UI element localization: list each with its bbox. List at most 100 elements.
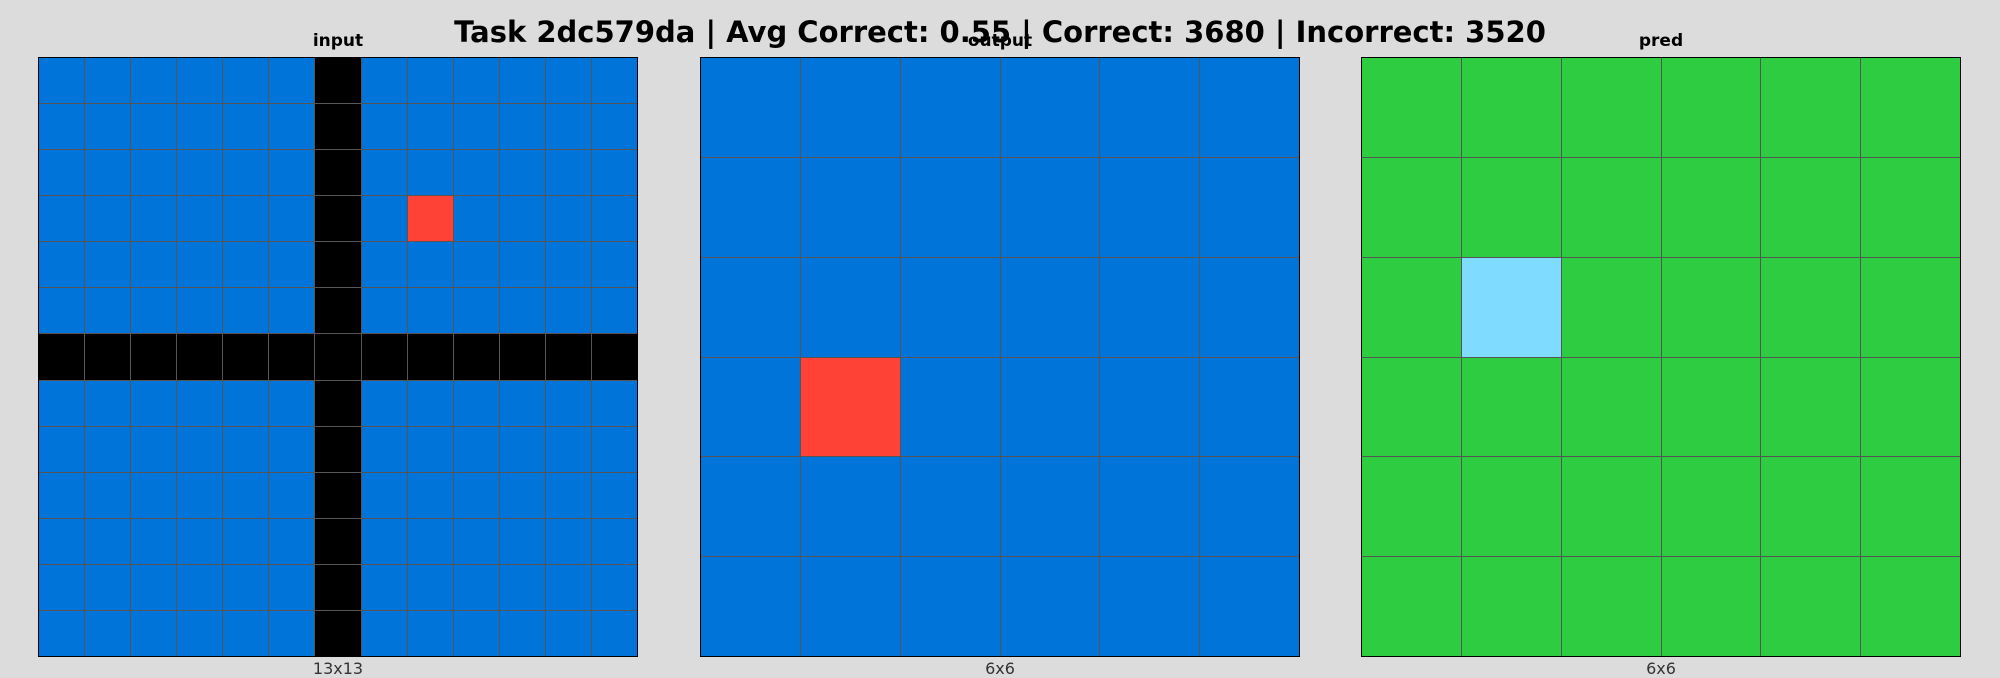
grid-cell <box>407 104 453 150</box>
grid-cell <box>39 242 85 288</box>
grid-cell <box>499 150 545 196</box>
grid-cell <box>177 334 223 380</box>
grid-cell <box>545 196 591 242</box>
grid-cell <box>177 196 223 242</box>
grid-cell <box>1200 58 1299 157</box>
grid-cell <box>177 58 223 104</box>
grid-cell <box>361 610 407 656</box>
grid-cell <box>223 150 269 196</box>
grid-cell <box>39 104 85 150</box>
grid-cell <box>223 196 269 242</box>
grid-cell <box>453 518 499 564</box>
grid-cell <box>545 288 591 334</box>
grid-cell <box>545 150 591 196</box>
grid-cell <box>177 472 223 518</box>
grid-cell <box>223 334 269 380</box>
grid-cell <box>315 518 361 564</box>
grid-cell <box>591 610 637 656</box>
grid-cell <box>545 104 591 150</box>
grid-cell <box>177 610 223 656</box>
grid-cell <box>223 472 269 518</box>
grid-cell <box>591 380 637 426</box>
grid-cell <box>39 380 85 426</box>
grid-cell <box>85 380 131 426</box>
grid-cell <box>223 58 269 104</box>
grid-cell <box>1561 457 1661 557</box>
grid-cell <box>1861 157 1960 257</box>
grid-cell <box>1000 357 1100 457</box>
grid-cell <box>315 288 361 334</box>
grid-cell <box>269 242 315 288</box>
grid-cell <box>591 334 637 380</box>
grid-cell <box>315 472 361 518</box>
grid-cell <box>545 610 591 656</box>
grid-cell <box>1661 58 1761 157</box>
grid-cell <box>545 58 591 104</box>
grid-cell <box>545 380 591 426</box>
grid-cell <box>39 564 85 610</box>
grid-cell <box>1000 157 1100 257</box>
grid-cell <box>269 150 315 196</box>
grid-cell <box>315 334 361 380</box>
grid-cell <box>85 58 131 104</box>
grid-cell <box>499 242 545 288</box>
grid-cell <box>453 564 499 610</box>
grid-cell <box>900 557 1000 656</box>
grid-cell <box>269 426 315 472</box>
grid-cell <box>800 557 900 656</box>
output-panel-title: output <box>967 31 1033 51</box>
grid-cell <box>361 150 407 196</box>
grid-cell <box>177 518 223 564</box>
grid-cell <box>591 518 637 564</box>
pred-panel-title: pred <box>1638 31 1684 51</box>
grid-cell <box>407 426 453 472</box>
grid-cell <box>361 380 407 426</box>
pred-size-label: 6x6 <box>1646 659 1676 678</box>
grid-cell <box>131 242 177 288</box>
grid-cell <box>85 150 131 196</box>
grid-cell <box>39 426 85 472</box>
grid-cell <box>591 58 637 104</box>
grid-cell <box>39 288 85 334</box>
grid-cell <box>453 288 499 334</box>
grid-cell <box>591 426 637 472</box>
grid-cell <box>1100 357 1200 457</box>
grid-cell <box>269 288 315 334</box>
grid-cell <box>453 610 499 656</box>
grid-cell <box>85 334 131 380</box>
grid-cell <box>1761 58 1861 157</box>
grid-cell <box>1000 58 1100 157</box>
grid-cell <box>591 472 637 518</box>
grid-cell <box>131 564 177 610</box>
grid-cell <box>545 242 591 288</box>
grid-cell <box>1661 257 1761 357</box>
grid-cell <box>1761 457 1861 557</box>
grid-cell <box>361 104 407 150</box>
grid-cell <box>361 196 407 242</box>
grid-cell <box>1561 357 1661 457</box>
grid-cell <box>131 150 177 196</box>
grid-cell <box>1861 457 1960 557</box>
grid-cell <box>1362 58 1461 157</box>
grid-cell <box>545 564 591 610</box>
grid-cell <box>269 564 315 610</box>
grid-cell <box>407 196 453 242</box>
grid-cell <box>177 150 223 196</box>
grid-cell <box>361 472 407 518</box>
grid-cell <box>1200 257 1299 357</box>
grid-cell <box>1461 357 1561 457</box>
grid-cell <box>453 472 499 518</box>
grid-cell <box>1561 257 1661 357</box>
grid-cell <box>701 257 800 357</box>
grid-cell <box>1861 58 1960 157</box>
grid-cell <box>1661 557 1761 656</box>
grid-cell <box>407 564 453 610</box>
grid-cell <box>1461 58 1561 157</box>
grid-cell <box>1200 157 1299 257</box>
grid-cell <box>407 288 453 334</box>
grid-cell <box>223 518 269 564</box>
grid-cell <box>131 472 177 518</box>
grid-cell <box>453 196 499 242</box>
grid-cell <box>1200 457 1299 557</box>
grid-cell <box>177 242 223 288</box>
